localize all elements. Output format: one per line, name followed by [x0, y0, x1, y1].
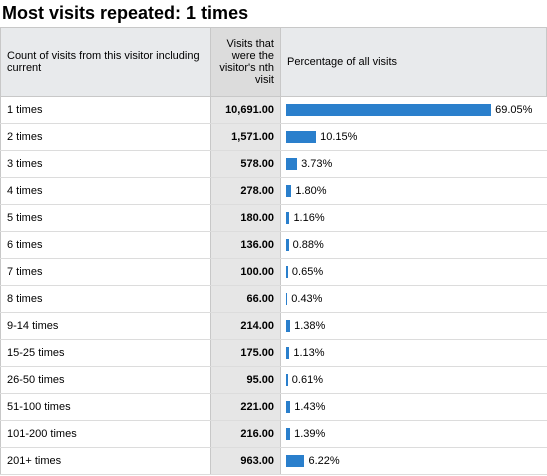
- row-label: 8 times: [0, 285, 211, 313]
- column-header[interactable]: Visits that were the visitor's nth visit: [210, 27, 281, 97]
- percent-cell: 1.39%: [280, 420, 547, 448]
- percent-cell: 6.22%: [280, 447, 547, 475]
- table-row: 201+ times 963.00 6.22%: [0, 447, 547, 475]
- visits-cell: 214.00: [210, 312, 281, 340]
- visits-cell: 100.00: [210, 258, 281, 286]
- percent-bar: [286, 374, 288, 387]
- visits-cell: 963.00: [210, 447, 281, 475]
- visits-cell: 578.00: [210, 150, 281, 178]
- percent-label: 10.15%: [320, 131, 358, 144]
- percent-label: 0.43%: [291, 293, 323, 306]
- percent-label: 0.61%: [291, 374, 323, 387]
- table-row: 2 times 1,571.00 10.15%: [0, 123, 547, 151]
- percent-bar: [286, 428, 291, 441]
- percent-cell: 0.61%: [280, 366, 547, 394]
- percent-label: 1.16%: [293, 212, 325, 225]
- table-row: 26-50 times 95.00 0.61%: [0, 366, 547, 394]
- table-row: 7 times 100.00 0.65%: [0, 258, 547, 286]
- table-row: 6 times 136.00 0.88%: [0, 231, 547, 259]
- row-label: 51-100 times: [0, 393, 211, 421]
- visits-cell: 95.00: [210, 366, 281, 394]
- table-row: 5 times 180.00 1.16%: [0, 204, 547, 232]
- percent-bar: [286, 320, 291, 333]
- percent-cell: 1.13%: [280, 339, 547, 367]
- header-row: Count of visits from this visitor includ…: [0, 27, 547, 97]
- table-row: 1 times 10,691.00 69.05%: [0, 96, 547, 124]
- percent-cell: 0.65%: [280, 258, 547, 286]
- table-body: 1 times 10,691.00 69.05% 2 times 1,571.00 10.…: [0, 96, 547, 475]
- table-row: 9-14 times 214.00 1.38%: [0, 312, 547, 340]
- percent-label: 0.65%: [291, 266, 324, 279]
- visits-cell: 180.00: [210, 204, 281, 232]
- table-row: 8 times 66.00 0.43%: [0, 285, 547, 313]
- row-label: 9-14 times: [0, 312, 211, 340]
- percent-label: 1.43%: [294, 401, 326, 414]
- row-label: 2 times: [0, 123, 211, 151]
- table-row: 3 times 578.00 3.73%: [0, 150, 547, 178]
- table-row: 4 times 278.00 1.80%: [0, 177, 547, 205]
- percent-label: 3.73%: [301, 158, 333, 171]
- percent-label: 1.13%: [293, 347, 325, 360]
- percent-bar: [286, 131, 317, 144]
- percent-bar: [286, 266, 288, 279]
- row-label: 7 times: [0, 258, 211, 286]
- percent-cell: 3.73%: [280, 150, 547, 178]
- row-label: 101-200 times: [0, 420, 211, 448]
- percent-label: 1.39%: [294, 428, 326, 441]
- percent-bar: [286, 212, 290, 225]
- percent-cell: 1.43%: [280, 393, 547, 421]
- percent-cell: 1.38%: [280, 312, 547, 340]
- percent-label: 6.22%: [308, 455, 340, 468]
- table-row: 101-200 times 216.00 1.39%: [0, 420, 547, 448]
- percent-label: 1.80%: [295, 185, 327, 198]
- visits-cell: 278.00: [210, 177, 281, 205]
- percent-cell: 69.05%: [280, 96, 547, 124]
- visits-cell: 216.00: [210, 420, 281, 448]
- row-label: 15-25 times: [0, 339, 211, 367]
- row-label: 201+ times: [0, 447, 211, 475]
- visits-cell: 175.00: [210, 339, 281, 367]
- visits-cell: 66.00: [210, 285, 281, 313]
- row-label: 3 times: [0, 150, 211, 178]
- percent-label: 0.88%: [292, 239, 324, 252]
- percent-bar: [286, 293, 288, 306]
- percent-bar: [286, 239, 289, 252]
- column-header[interactable]: Percentage of all visits: [280, 27, 547, 97]
- percent-cell: 0.88%: [280, 231, 547, 259]
- visits-cell: 136.00: [210, 231, 281, 259]
- row-label: 26-50 times: [0, 366, 211, 394]
- percent-bar: [286, 158, 298, 171]
- visits-cell: 1,571.00: [210, 123, 281, 151]
- percent-bar: [286, 104, 492, 117]
- percent-bar: [286, 185, 292, 198]
- percent-cell: 0.43%: [280, 285, 547, 313]
- table-row: 15-25 times 175.00 1.13%: [0, 339, 547, 367]
- percent-bar: [286, 455, 305, 468]
- visits-cell: 221.00: [210, 393, 281, 421]
- row-label: 5 times: [0, 204, 211, 232]
- table-row: 51-100 times 221.00 1.43%: [0, 393, 547, 421]
- report-title: Most visits repeated: 1 times: [2, 3, 249, 23]
- visits-cell: 10,691.00: [210, 96, 281, 124]
- percent-cell: 1.16%: [280, 204, 547, 232]
- percent-label: 69.05%: [495, 104, 533, 117]
- percent-bar: [286, 347, 290, 360]
- row-label: 6 times: [0, 231, 211, 259]
- percent-cell: 1.80%: [280, 177, 547, 205]
- percent-cell: 10.15%: [280, 123, 547, 151]
- percent-label: 1.38%: [294, 320, 326, 333]
- visits-table: Count of visits from this visitor includ…: [0, 27, 547, 475]
- row-label: 4 times: [0, 177, 211, 205]
- column-header[interactable]: Count of visits from this visitor includ…: [0, 27, 211, 97]
- row-label: 1 times: [0, 96, 211, 124]
- percent-bar: [286, 401, 291, 414]
